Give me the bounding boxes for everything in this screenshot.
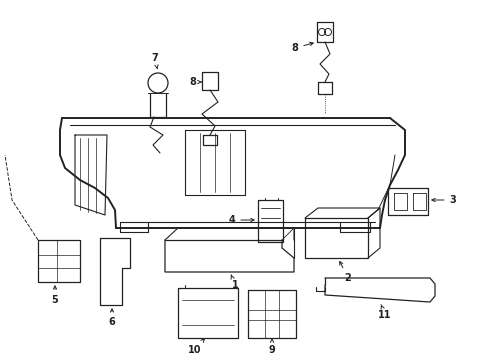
Text: 1: 1 — [231, 275, 238, 290]
Text: 4: 4 — [229, 215, 254, 225]
Text: 6: 6 — [109, 309, 115, 327]
Text: 3: 3 — [432, 195, 456, 205]
Text: 8: 8 — [190, 77, 202, 87]
Text: 9: 9 — [269, 339, 275, 355]
Text: 5: 5 — [51, 286, 58, 305]
Text: 10: 10 — [188, 339, 204, 355]
Text: 11: 11 — [378, 305, 392, 320]
Text: 7: 7 — [151, 53, 158, 69]
Text: 8: 8 — [292, 42, 313, 53]
Text: 2: 2 — [340, 261, 351, 283]
